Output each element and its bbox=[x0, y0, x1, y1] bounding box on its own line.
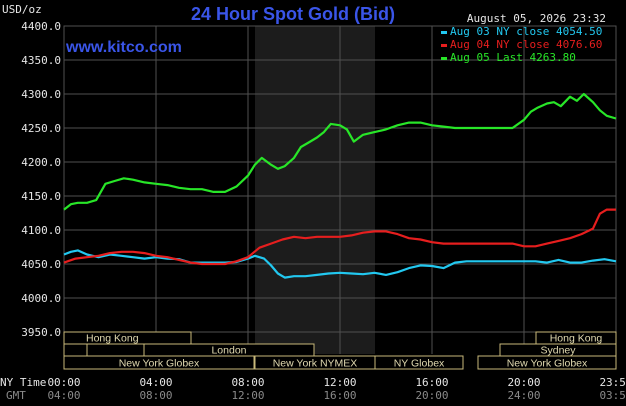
ny-time-label: NY Time bbox=[0, 376, 46, 389]
y-tick-label: 4150.0 bbox=[21, 190, 61, 203]
x-tick-ny: 00:00 bbox=[47, 376, 80, 389]
chart-datetime: August 05, 2026 23:32 bbox=[467, 12, 606, 25]
y-tick-label: 3950.0 bbox=[21, 326, 61, 339]
market-hong-kong-box bbox=[63, 331, 192, 345]
x-tick-ny: 16:00 bbox=[415, 376, 448, 389]
x-tick-gmt: 16:00 bbox=[323, 389, 356, 402]
y-tick-label: 4050.0 bbox=[21, 258, 61, 271]
y-tick-label: 4350.0 bbox=[21, 54, 61, 67]
legend-entry: Aug 04 NY close 4076.60 bbox=[450, 38, 602, 51]
market-hong-kong-label: Hong Kong bbox=[86, 333, 139, 345]
market-ny-globex-2-label: NY Globex bbox=[394, 358, 445, 370]
x-tick-gmt: 24:00 bbox=[507, 389, 540, 402]
y-tick-label: 4100.0 bbox=[21, 224, 61, 237]
market-ny-globex-box bbox=[63, 355, 255, 370]
plot-frame bbox=[63, 25, 617, 333]
y-tick-label: 4200.0 bbox=[21, 156, 61, 169]
market-sydney-label: Sydney bbox=[540, 345, 576, 357]
series-line-aug-05 bbox=[63, 92, 617, 211]
legend-entry: Aug 03 NY close 4054.50 bbox=[450, 25, 602, 38]
x-tick-gmt: 12:00 bbox=[231, 389, 264, 402]
gmt-label: GMT bbox=[6, 389, 26, 402]
market-ny-globex-3-label: New York Globex bbox=[507, 358, 588, 370]
market-ny-globex-3-box bbox=[477, 355, 617, 370]
series-line-aug-03 bbox=[63, 249, 617, 279]
market-ny-globex-2-box bbox=[374, 355, 464, 370]
chart-title: 24 Hour Spot Gold (Bid) bbox=[191, 4, 395, 24]
x-tick-ny: 20:00 bbox=[507, 376, 540, 389]
x-tick-gmt: 04:00 bbox=[47, 389, 80, 402]
x-tick-gmt: 20:00 bbox=[415, 389, 448, 402]
market-hong-kong-2-label: Hong Kong bbox=[550, 333, 603, 345]
site-watermark[interactable]: www.kitco.com bbox=[65, 39, 182, 56]
legend-swatch bbox=[441, 31, 447, 34]
x-tick-gmt: 08:00 bbox=[139, 389, 172, 402]
legend-swatch bbox=[441, 57, 447, 60]
nymex-session-shade bbox=[255, 26, 375, 354]
y-tick-label: 4300.0 bbox=[21, 88, 61, 101]
y-tick-label: 4250.0 bbox=[21, 122, 61, 135]
market-london-label: London bbox=[211, 345, 246, 357]
x-axis-ticks: 00:0004:0004:0008:0008:0012:0012:0016:00… bbox=[47, 376, 626, 402]
y-tick-label: 4000.0 bbox=[21, 292, 61, 305]
series-layer bbox=[63, 92, 617, 279]
x-tick-ny: 04:00 bbox=[139, 376, 172, 389]
x-tick-ny: 23:59 bbox=[599, 376, 626, 389]
market-row2-left-box bbox=[63, 343, 88, 357]
grid-lines bbox=[63, 25, 617, 354]
market-ny-globex-label: New York Globex bbox=[119, 358, 200, 370]
market-ny-nymex-label: New York NYMEX bbox=[273, 358, 358, 370]
y-axis-ticks: 4400.0 4350.0 4300.0 4250.0 4200.0 4150.0 4100… bbox=[21, 20, 61, 339]
x-tick-ny: 12:00 bbox=[323, 376, 356, 389]
legend-entry: Aug 05 Last 4263.80 bbox=[450, 51, 576, 64]
x-tick-ny: 08:00 bbox=[231, 376, 264, 389]
x-tick-gmt: 03:59 bbox=[599, 389, 626, 402]
legend-swatch bbox=[441, 44, 447, 47]
y-unit-label: USD/oz bbox=[2, 3, 42, 16]
y-tick-label: 4400.0 bbox=[21, 20, 61, 33]
series-line-aug-04 bbox=[63, 208, 616, 266]
